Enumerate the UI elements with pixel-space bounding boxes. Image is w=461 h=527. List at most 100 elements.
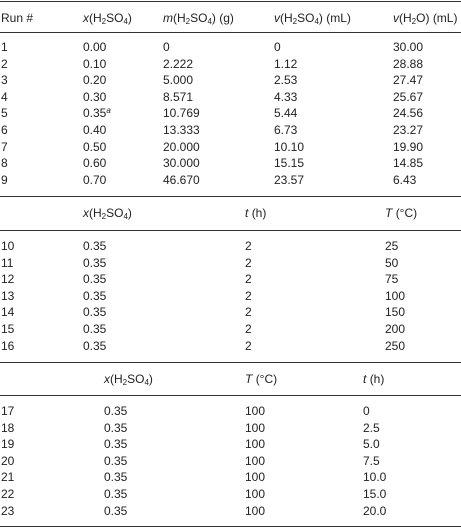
- table-cell: 4: [1, 90, 8, 104]
- cell-text: 0.00: [83, 40, 107, 54]
- unit: (°C): [255, 372, 278, 386]
- column-header: v(H2SO4) (mL): [274, 11, 351, 26]
- cell-text: 2.5: [363, 420, 380, 435]
- table-cell: 0.35: [104, 504, 127, 518]
- cell-text: 19.90: [393, 139, 424, 154]
- unit: (mL): [326, 11, 351, 25]
- cell-text: 2: [245, 255, 252, 270]
- table-cell: 0: [363, 404, 370, 418]
- cell-text: 150: [385, 305, 406, 320]
- symbol: x: [104, 372, 110, 386]
- rule: [0, 395, 461, 396]
- table-cell: 0.35: [83, 289, 106, 303]
- cell-text: 0.35: [83, 106, 107, 121]
- column-header: x(H2SO4): [83, 11, 132, 26]
- cell-text: 2.53: [274, 73, 298, 88]
- formula-part: (H: [399, 11, 412, 25]
- cell-text: 100: [245, 404, 266, 418]
- table-cell: 25: [385, 239, 398, 253]
- cell-text: 200: [385, 322, 406, 336]
- unit: (mL): [432, 11, 458, 25]
- table-cell: 0.35: [83, 305, 106, 319]
- table-cell: 0.30: [83, 90, 106, 104]
- table-cell: 4.33: [274, 90, 297, 104]
- cell-text: 5.44: [274, 106, 298, 121]
- table-cell: 14.85: [393, 156, 423, 170]
- cell-text: 4: [1, 89, 8, 104]
- cell-text: 10: [1, 239, 15, 253]
- cell-text: 7: [1, 139, 8, 154]
- table-cell: 0.70: [83, 173, 106, 187]
- table-cell: 15.0: [363, 487, 386, 501]
- table-cell: 0.35: [104, 404, 127, 418]
- cell-text: 22: [1, 487, 15, 501]
- rule: [0, 32, 461, 33]
- cell-text: 2: [245, 338, 252, 353]
- cell-text: 100: [245, 487, 266, 501]
- cell-text: 10.10: [274, 139, 305, 154]
- cell-text: 75: [385, 272, 399, 287]
- cell-text: 23: [1, 503, 15, 518]
- table-cell: 100: [245, 421, 265, 435]
- formula-part: (H: [280, 11, 293, 25]
- rule: [0, 1, 461, 2]
- cell-text: 0.35: [83, 338, 107, 353]
- formula-part: 4: [123, 212, 128, 221]
- table-cell: 7.5: [363, 454, 380, 468]
- unit: (h): [369, 372, 385, 386]
- cell-text: 0.20: [83, 73, 107, 88]
- table-cell: 24.56: [393, 106, 423, 120]
- cell-text: 0.35: [104, 470, 128, 485]
- table-cell: 30.000: [163, 156, 200, 170]
- table-cell: 2: [245, 339, 252, 353]
- cell-text: 0.30: [83, 89, 107, 104]
- table-cell: 21: [1, 470, 14, 484]
- cell-text: 50: [385, 255, 399, 270]
- table-cell: 0.35: [83, 256, 106, 270]
- formula-part: 2: [292, 17, 298, 26]
- cell-text: 5: [1, 106, 8, 121]
- cell-text: 13: [1, 288, 15, 303]
- table-cell: 0.35: [83, 239, 106, 253]
- cell-text: 100: [245, 437, 266, 452]
- formula-part: 2: [101, 212, 107, 221]
- table-cell: 16: [1, 339, 14, 353]
- formula-part: O): [416, 11, 430, 25]
- formula-part: 4: [314, 17, 319, 26]
- cell-text: 20.0: [363, 503, 387, 518]
- formula-part: 2: [101, 17, 107, 26]
- formula-part: ): [318, 11, 323, 25]
- table-cell: 13.333: [163, 123, 200, 137]
- cell-text: 0.50: [83, 139, 107, 154]
- symbol: T: [385, 206, 393, 220]
- formula-part: ): [127, 206, 132, 220]
- cell-text: 14.85: [393, 156, 424, 171]
- table-cell: 46.670: [163, 173, 200, 187]
- rule: [0, 362, 461, 363]
- table-cell: 8.571: [163, 90, 193, 104]
- table-cell: 6: [1, 123, 8, 137]
- cell-text: 24.56: [393, 106, 424, 121]
- table-cell: 2.222: [163, 57, 193, 71]
- cell-text: 7.5: [363, 453, 380, 468]
- table-cell: 10.0: [363, 470, 386, 484]
- header-text: Run #: [1, 11, 34, 25]
- table-cell: 27.47: [393, 73, 423, 87]
- symbol: t: [363, 372, 367, 386]
- table-cell: 0.35: [104, 470, 127, 484]
- cell-text: 0.35: [83, 239, 107, 253]
- cell-text: 100: [385, 288, 406, 303]
- cell-text: 15.15: [274, 156, 305, 171]
- symbol: t: [245, 206, 249, 220]
- table-cell: 0.35: [104, 421, 127, 435]
- table-cell: 7: [1, 140, 8, 154]
- formula-part: 4: [144, 378, 149, 387]
- table-cell: 150: [385, 305, 405, 319]
- cell-text: 100: [245, 503, 266, 518]
- table-cell: 19.90: [393, 140, 423, 154]
- footnote-mark: a: [106, 106, 111, 116]
- cell-text: 0.10: [83, 56, 107, 71]
- table-cell: 25.67: [393, 90, 423, 104]
- formula-part: SO: [106, 11, 124, 25]
- symbol: v: [274, 11, 280, 25]
